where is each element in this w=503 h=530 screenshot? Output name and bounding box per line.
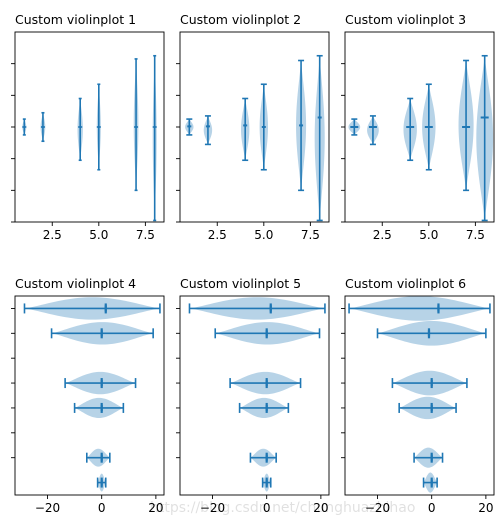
- x-tick-label: 0: [98, 501, 106, 515]
- violin: [249, 448, 277, 467]
- violin: [152, 54, 157, 222]
- x-tick-label: 2.5: [43, 228, 62, 242]
- violin: [22, 118, 27, 136]
- x-tick-label: −20: [365, 501, 390, 515]
- violin: [96, 83, 101, 171]
- violin: [238, 397, 290, 419]
- violin: [458, 59, 474, 192]
- panel-3: Custom violinplot 3 2.5 5.0 7.5: [341, 12, 495, 242]
- axes-frame: [179, 31, 330, 223]
- violin: [40, 111, 46, 143]
- x-tick-label: 7.5: [466, 228, 485, 242]
- violin: [403, 97, 417, 162]
- violin: [348, 296, 491, 321]
- violin: [241, 97, 250, 162]
- violin: [77, 97, 83, 162]
- panel-title: Custom violinplot 3: [345, 12, 466, 27]
- violin: [398, 396, 457, 420]
- panel-title: Custom violinplot 1: [15, 12, 136, 27]
- violin: [422, 83, 436, 171]
- violin: [348, 118, 361, 136]
- violin: [96, 473, 107, 492]
- violin: [259, 83, 268, 171]
- violin: [133, 58, 139, 192]
- x-tick-label: −20: [35, 501, 60, 515]
- x-tick-label: 20: [478, 501, 493, 515]
- violin: [85, 448, 111, 467]
- x-tick-label: 5.0: [419, 228, 438, 242]
- x-tick-label: −20: [200, 501, 225, 515]
- violin: [203, 115, 213, 146]
- x-tick-label: 20: [148, 501, 163, 515]
- violin: [73, 397, 125, 419]
- panel-title: Custom violinplot 2: [180, 12, 301, 27]
- x-tick-label: 7.5: [301, 228, 320, 242]
- x-tick-label: 5.0: [254, 228, 273, 242]
- panel-title: Custom violinplot 4: [15, 276, 136, 291]
- violin: [261, 473, 272, 492]
- violin: [214, 322, 321, 345]
- axes-frame: [14, 31, 165, 223]
- x-tick-label: 5.0: [89, 228, 108, 242]
- axes-frame: [179, 295, 330, 496]
- panel-2: Custom violinplot 2 2.5 5.0 7.5: [176, 12, 330, 242]
- x-tick-label: 2.5: [373, 228, 392, 242]
- violin: [23, 297, 161, 320]
- x-tick-label: 0: [263, 501, 271, 515]
- violin: [185, 118, 194, 136]
- panel-title: Custom violinplot 6: [345, 276, 466, 291]
- violin: [476, 54, 494, 222]
- violin: [391, 370, 468, 396]
- violin: [314, 54, 325, 222]
- x-tick-label: 2.5: [208, 228, 227, 242]
- axes-frame: [344, 295, 495, 496]
- x-tick-label: 0: [428, 501, 436, 515]
- violin: [376, 321, 487, 346]
- violin: [422, 472, 438, 493]
- x-tick-label: 7.5: [136, 228, 155, 242]
- violin: [296, 59, 307, 192]
- x-tick-label: 20: [313, 501, 328, 515]
- panel-4: Custom violinplot 4 −20 0 20: [11, 276, 165, 515]
- violin: [188, 297, 326, 320]
- violin: [367, 115, 379, 146]
- axes-frame: [14, 295, 165, 496]
- violin: [64, 371, 137, 395]
- panel-title: Custom violinplot 5: [180, 276, 301, 291]
- violin: [413, 447, 444, 468]
- panel-5: Custom violinplot 5 −20 0 20: [176, 276, 330, 515]
- violin: [229, 371, 302, 395]
- violin: [50, 322, 154, 345]
- panel-6: Custom violinplot 6 −20 0 20: [341, 276, 495, 515]
- panel-1: Custom violinplot 1 2.5 5.0 7.5: [11, 12, 165, 242]
